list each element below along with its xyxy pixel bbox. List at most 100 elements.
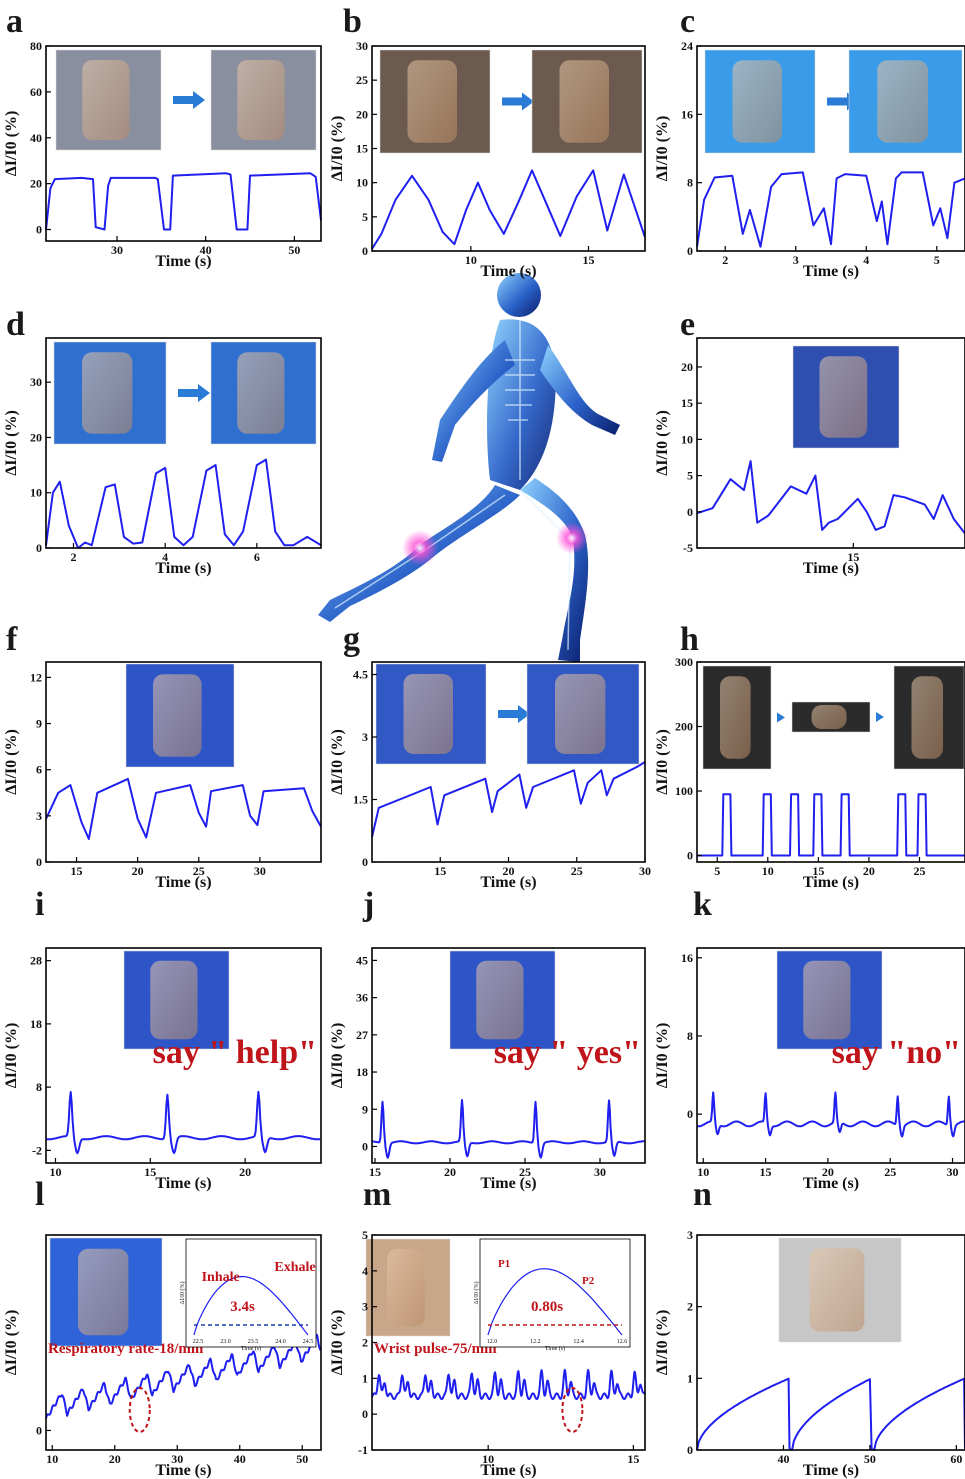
inset-x-tick-label: 24.0 [275,1339,286,1345]
series-line-n [696,1377,965,1451]
x-tick-label: 20 [503,864,515,878]
panel-f: f 15 20 25 30 0 3 6 9 12 Time (s) ΔI/I0 (%) [3,621,322,891]
photo-subject [911,676,943,759]
panel-m: m 10 15 -1 0 1 2 3 4 5 Time (s) ΔI/I0 (%) Wrist puls… [329,1176,646,1479]
x-tick-label: 10 [482,1452,494,1466]
y-axis-label-d: ΔI/I0 (%) [3,410,20,476]
y-tick-label: 200 [675,720,693,734]
inset-x-tick-label: 24.5 [303,1339,314,1345]
x-tick-label: 20 [239,1165,251,1179]
chest-sensor-photo [49,1237,163,1347]
y-tick-label: 20 [30,430,42,444]
x-axis-label-h: Time (s) [803,874,859,891]
y-tick-label: 0 [36,1423,42,1437]
x-tick-label: 5 [934,253,940,267]
photo-subject [732,60,782,143]
plot-frame-k [696,947,965,1164]
x-tick-label: 15 [812,864,824,878]
y-tick-label: -2 [32,1143,42,1157]
throat-sensor-photo [125,663,235,768]
series-line-b [371,169,646,250]
y-tick-label: 3 [362,730,368,744]
x-axis-label-i: Time (s) [155,1175,211,1192]
y-tick-label: 24 [681,39,693,53]
y-tick-label: 0 [687,1443,693,1457]
x-tick-label: 25 [571,864,583,878]
panel-letter-b: b [343,3,362,40]
x-tick-label: 30 [171,1452,183,1466]
knee-bent-photo [893,665,965,770]
photo-subject [819,356,868,438]
series-line-c [696,171,965,248]
y-tick-label: 20 [30,177,42,191]
finger-bent-photo [848,49,963,154]
y-tick-label: 0 [36,541,42,555]
panel-letter-f: f [6,621,18,658]
y-tick-label: 0 [687,1107,693,1121]
x-axis-label-l: Time (s) [155,1462,211,1479]
y-tick-label: 9 [36,717,42,731]
y-tick-label: 5 [362,1228,368,1242]
x-tick-label: 4 [162,550,168,564]
photo-subject [559,60,609,143]
leg-straight-photo [379,49,491,154]
y-tick-label: 0 [362,855,368,869]
x-tick-label: 40 [234,1452,246,1466]
series-line-i [45,1090,321,1155]
x-tick-label: 25 [884,1165,896,1179]
annotation-l: Respiratory rate-18/min [48,1341,204,1357]
x-tick-label: 15 [434,864,446,878]
panel-letter-e: e [680,306,695,343]
y-tick-label: 3 [36,809,42,823]
y-axis-label-g: ΔI/I0 (%) [329,729,346,795]
plot-frame-i [45,947,322,1164]
photo-subject [809,1248,865,1332]
x-tick-label: 10 [49,1165,61,1179]
y-tick-label: 20 [681,360,693,374]
y-tick-label: 100 [675,784,693,798]
y-tick-label: 16 [681,107,693,121]
throat-sensor-photo [449,950,556,1050]
arm-straight-photo [55,49,162,151]
photo-subject [150,960,198,1040]
y-tick-label: 20 [356,107,368,121]
arrow-right-icon [876,712,884,722]
y-tick-label: 1 [687,1371,693,1385]
y-tick-label: 0 [362,1407,368,1421]
photo-subject [82,352,133,434]
series-line-g [371,761,646,838]
inset-series [487,1268,623,1336]
panel-l: l 10 20 30 40 50 0 Time (s) ΔI/I0 (%) Respiratory… [3,1176,322,1479]
y-tick-label: 2 [362,1336,368,1350]
y-tick-label: 15 [681,396,693,410]
plot-frame-h [696,661,965,863]
y-tick-label: 8 [687,1029,693,1043]
y-tick-label: -5 [683,541,693,555]
x-axis-label-d: Time (s) [155,560,211,577]
y-tick-label: 8 [687,176,693,190]
x-tick-label: 20 [444,1165,456,1179]
trouser-leg-photo [702,665,772,770]
x-tick-label: 60 [950,1452,962,1466]
inset-y-axis-label: ΔI/I0 (%) [473,1281,480,1304]
y-tick-label: 45 [356,953,368,967]
photo-subject [387,1248,425,1327]
x-axis-label-f: Time (s) [155,874,211,891]
photo-subject [555,674,606,754]
annotation-k: say "no" [832,1034,961,1071]
y-tick-label: 0 [687,849,693,863]
photo-subject [877,60,929,143]
x-tick-label: 6 [254,550,260,564]
arrow-right-icon [178,384,210,402]
y-tick-label: 8 [36,1080,42,1094]
x-axis-label-g: Time (s) [480,874,536,891]
panel-g: g 15 20 25 30 0 1.5 3 4.5 Time (s) ΔI/I0 (%) [329,621,651,891]
y-axis-label-a: ΔI/I0 (%) [3,111,20,177]
plot-frame-a [45,45,322,242]
inset-x-tick-label: 22.5 [193,1339,204,1345]
shoe-photo [791,701,871,733]
x-tick-label: 10 [762,864,774,878]
plot-frame-f [45,661,322,863]
plot-frame-d [45,337,322,549]
